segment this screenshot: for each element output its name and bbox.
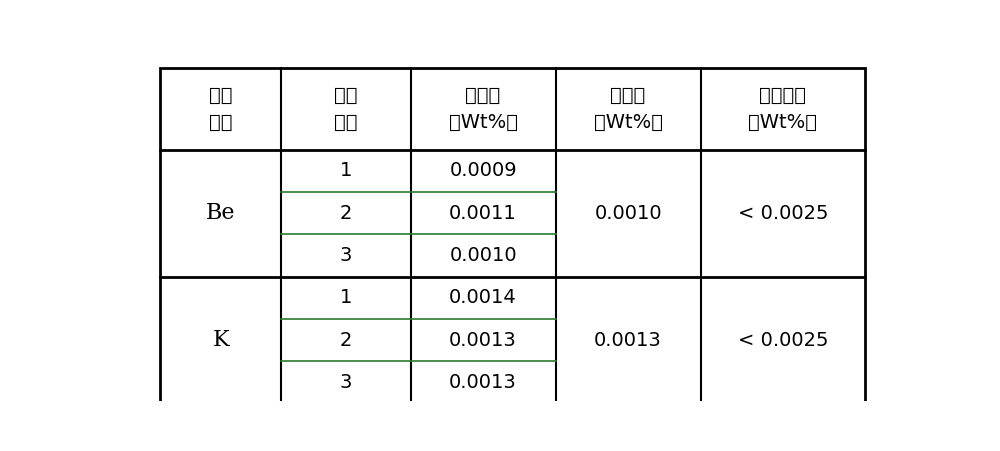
Text: 0.0010: 0.0010 [594, 204, 662, 223]
Text: 0.0013: 0.0013 [594, 331, 662, 350]
Text: 1: 1 [340, 161, 352, 180]
Text: （Wt%）: （Wt%） [748, 112, 817, 132]
Text: 3: 3 [340, 246, 352, 265]
Text: 含量要求: 含量要求 [759, 86, 806, 105]
Text: 2: 2 [340, 204, 352, 223]
Text: Be: Be [206, 202, 235, 224]
Text: （Wt%）: （Wt%） [449, 112, 518, 132]
Text: 3: 3 [340, 373, 352, 392]
Text: （Wt%）: （Wt%） [594, 112, 663, 132]
Text: 测定: 测定 [209, 86, 232, 105]
Text: 元素: 元素 [209, 112, 232, 132]
Text: 0.0009: 0.0009 [449, 161, 517, 180]
Text: 0.0010: 0.0010 [449, 246, 517, 265]
Text: 1: 1 [340, 288, 352, 308]
Text: 平均值: 平均值 [610, 86, 646, 105]
Text: 测定值: 测定值 [465, 86, 501, 105]
Text: 0.0014: 0.0014 [449, 288, 517, 308]
Text: 2: 2 [340, 331, 352, 350]
Text: 0.0013: 0.0013 [449, 331, 517, 350]
Text: 实验: 实验 [334, 86, 358, 105]
Text: 0.0013: 0.0013 [449, 373, 517, 392]
Text: < 0.0025: < 0.0025 [738, 331, 828, 350]
Text: K: K [212, 329, 229, 351]
Text: 次数: 次数 [334, 112, 358, 132]
Text: < 0.0025: < 0.0025 [738, 204, 828, 223]
Text: 0.0011: 0.0011 [449, 204, 517, 223]
